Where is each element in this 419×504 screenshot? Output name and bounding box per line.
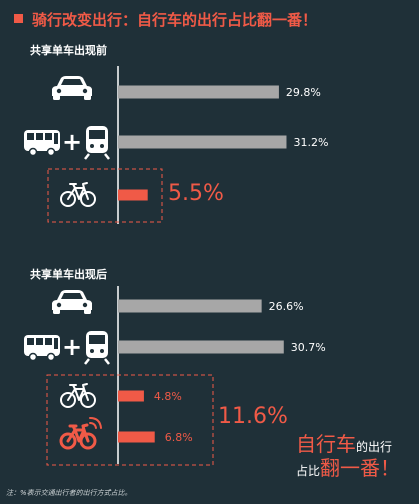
page-title: 骑行改变出行：自行车的出行占比翻一番！: [32, 11, 318, 29]
shared-bike-icon: [59, 417, 102, 450]
bus-plus-train-icon: +: [24, 126, 110, 160]
bar-label-1-1: 30.7%: [291, 341, 326, 354]
bar-label-1-0: 26.6%: [269, 300, 304, 313]
bar-0-2: [118, 189, 148, 201]
title-marker: [14, 14, 23, 23]
slogan-small-1: 的出行: [356, 440, 393, 454]
train-icon: [84, 126, 110, 160]
slogan-line-2: 占比翻一番！: [296, 452, 400, 481]
bar-1-1: [118, 340, 284, 354]
footnote: 注：%表示交通出行者的出行方式占比。: [6, 489, 132, 497]
bicycle-icon-before: [60, 182, 96, 207]
bar-1-2: [118, 390, 144, 402]
section-label-after: 共享单车出现后: [30, 268, 107, 281]
bike-total-after-label: 11.6%: [218, 404, 288, 429]
bar-label-0-0: 29.8%: [286, 86, 321, 99]
train-icon: [84, 331, 110, 365]
bar-label-1-3: 6.8%: [165, 431, 193, 444]
bar-1-3: [118, 431, 155, 443]
bar-label-1-2: 4.8%: [154, 390, 182, 403]
bicycle-before-highlight-box: [47, 168, 163, 223]
bicycle-icon-after: [60, 383, 96, 408]
bar-label-0-1: 31.2%: [293, 136, 328, 149]
bar-1-0: [118, 299, 262, 313]
section-label-before: 共享单车出现前: [30, 44, 107, 57]
car-icon-before: [52, 76, 92, 100]
slogan-small-2: 占比: [296, 464, 321, 478]
bar-0-0: [118, 85, 279, 99]
slogan-big-1: 自行车: [296, 432, 356, 456]
bike-after-highlight-box: [46, 374, 214, 466]
bus-icon: [24, 130, 60, 157]
slogan-line-1: 自行车的出行: [296, 428, 392, 457]
car-icon-after: [52, 290, 92, 314]
bicycle-before-highlight-label: 5.5%: [168, 181, 224, 206]
plus-sign: +: [62, 333, 82, 361]
bus-plus-train-icon: +: [24, 331, 110, 365]
bus-icon: [24, 335, 60, 362]
slogan-big-2: 翻一番！: [320, 456, 401, 480]
plus-sign: +: [62, 128, 82, 156]
bar-0-1: [118, 135, 287, 149]
